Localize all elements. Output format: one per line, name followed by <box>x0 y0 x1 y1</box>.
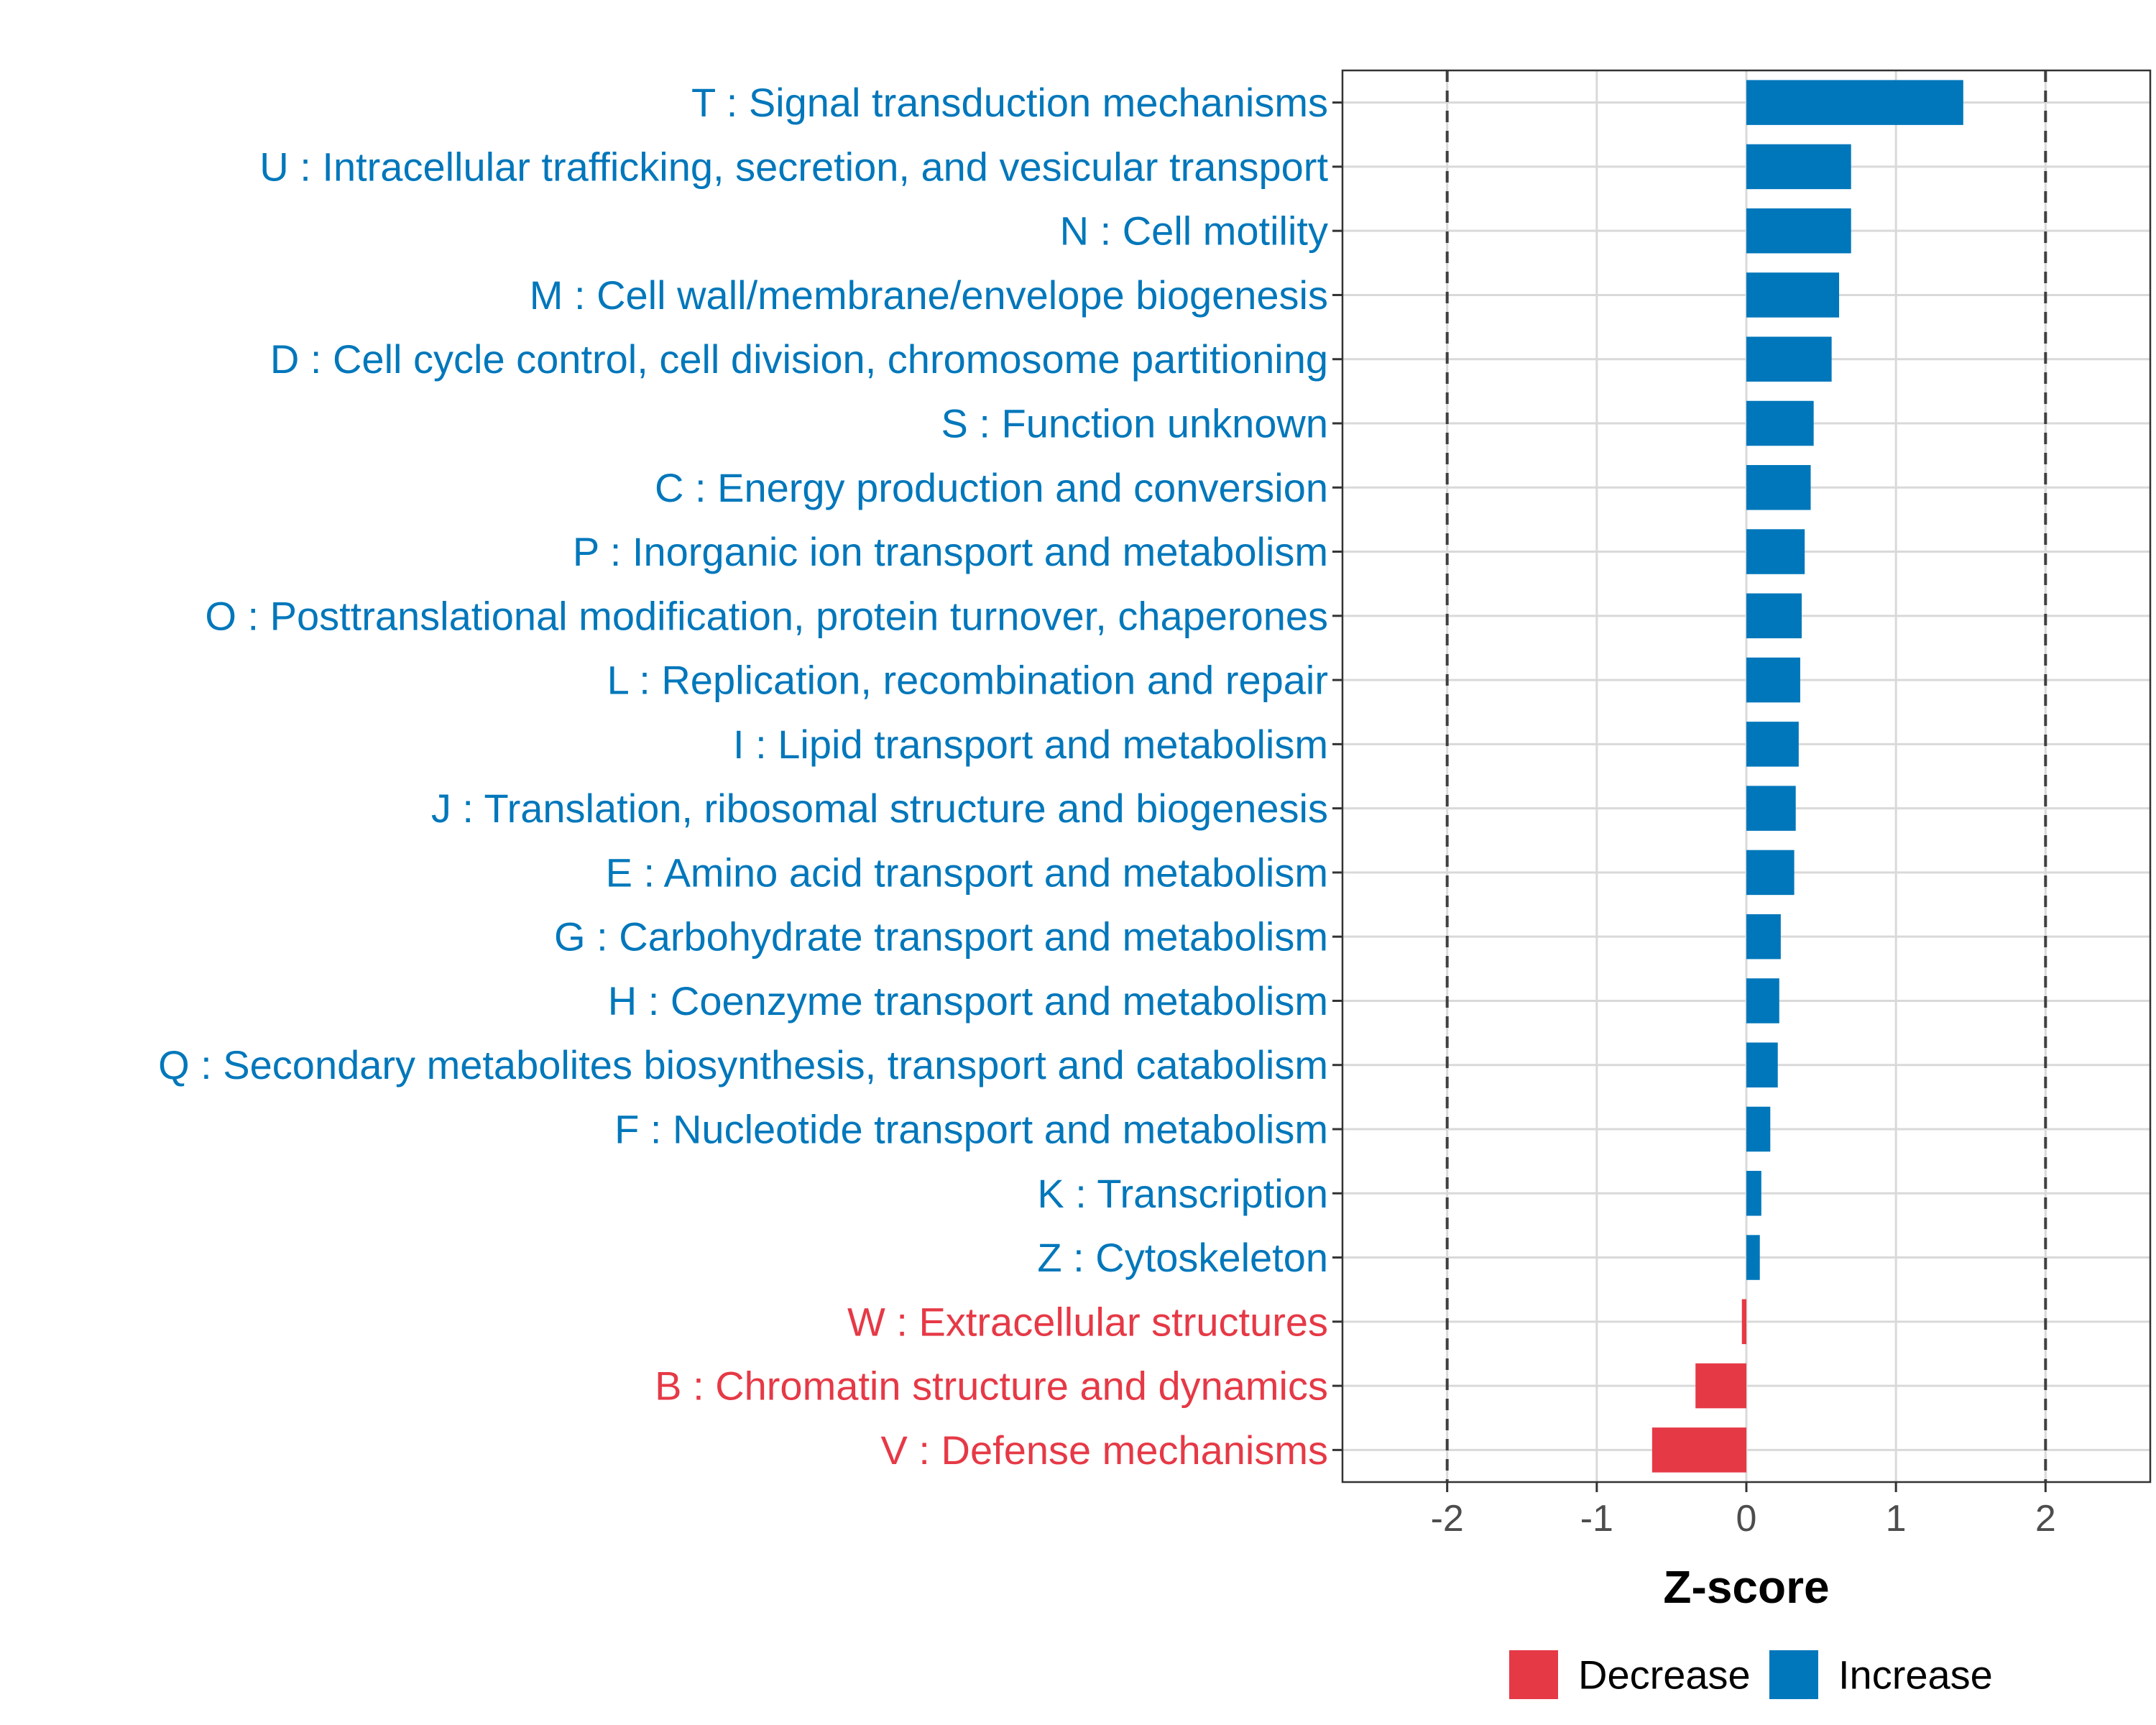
bar <box>1746 80 1963 125</box>
category-label: Q : Secondary metabolites biosynthesis, … <box>158 1042 1328 1087</box>
category-labels: T : Signal transduction mechanisms U : In… <box>158 80 1342 1473</box>
bar <box>1746 272 1840 318</box>
bar <box>1746 336 1832 382</box>
bar <box>1746 208 1851 254</box>
bar <box>1746 144 1851 190</box>
bar <box>1746 722 1799 767</box>
category-label: P : Inorganic ion transport and metaboli… <box>573 529 1328 574</box>
bar <box>1746 465 1811 510</box>
category-label: M : Cell wall/membrane/envelope biogenes… <box>530 272 1328 318</box>
bar <box>1695 1363 1746 1409</box>
category-label: O : Posttranslational modification, prot… <box>205 593 1328 638</box>
x-tick-label: 2 <box>2035 1498 2056 1540</box>
bar <box>1746 593 1802 639</box>
category-label: H : Coenzyme transport and metabolism <box>608 978 1328 1024</box>
legend-label: Increase <box>1838 1652 1993 1698</box>
bar <box>1741 1299 1746 1345</box>
legend-swatch <box>1509 1650 1558 1699</box>
category-label: I : Lipid transport and metabolism <box>733 722 1328 767</box>
category-label: B : Chromatin structure and dynamics <box>655 1363 1328 1409</box>
legend: Decrease Increase <box>1509 1650 1993 1699</box>
bar <box>1746 1171 1761 1216</box>
bar <box>1746 1235 1760 1280</box>
category-label: N : Cell motility <box>1060 208 1328 254</box>
category-label: U : Intracellular trafficking, secretion… <box>259 144 1328 189</box>
x-axis-title: Z-score <box>1663 1561 1829 1613</box>
category-label: E : Amino acid transport and metabolism <box>606 850 1328 895</box>
category-label: V : Defense mechanisms <box>881 1427 1328 1473</box>
x-axis-ticks: -2 -1 0 1 2 <box>1431 1482 2056 1540</box>
category-label: S : Function unknown <box>941 401 1328 446</box>
category-label: K : Transcription <box>1037 1171 1328 1216</box>
legend-swatch <box>1769 1650 1818 1699</box>
legend-label: Decrease <box>1578 1652 1751 1698</box>
bar <box>1746 529 1805 574</box>
x-tick-label: -1 <box>1580 1498 1613 1540</box>
bar <box>1746 786 1796 831</box>
category-label: C : Energy production and conversion <box>655 465 1328 510</box>
bar <box>1746 914 1781 960</box>
bar <box>1746 1106 1771 1152</box>
bar <box>1746 1042 1778 1087</box>
bar <box>1746 400 1814 446</box>
reference-lines <box>1445 70 2047 1482</box>
bars <box>1651 80 1963 1473</box>
category-label: Z : Cytoskeleton <box>1037 1235 1328 1280</box>
bar <box>1746 657 1800 703</box>
x-tick-label: 0 <box>1736 1498 1757 1540</box>
category-label: J : Translation, ribosomal structure and… <box>431 786 1328 831</box>
category-label: G : Carbohydrate transport and metabolis… <box>554 914 1328 960</box>
category-label: W : Extracellular structures <box>847 1299 1328 1344</box>
bar <box>1651 1427 1746 1473</box>
category-label: D : Cell cycle control, cell division, c… <box>270 336 1328 382</box>
category-label: T : Signal transduction mechanisms <box>691 80 1328 125</box>
x-tick-label: 1 <box>1886 1498 1907 1540</box>
x-tick-label: -2 <box>1431 1498 1464 1540</box>
category-label: L : Replication, recombination and repai… <box>607 658 1328 703</box>
category-label: F : Nucleotide transport and metabolism <box>614 1107 1328 1152</box>
bar <box>1746 850 1795 896</box>
bar <box>1746 978 1779 1024</box>
